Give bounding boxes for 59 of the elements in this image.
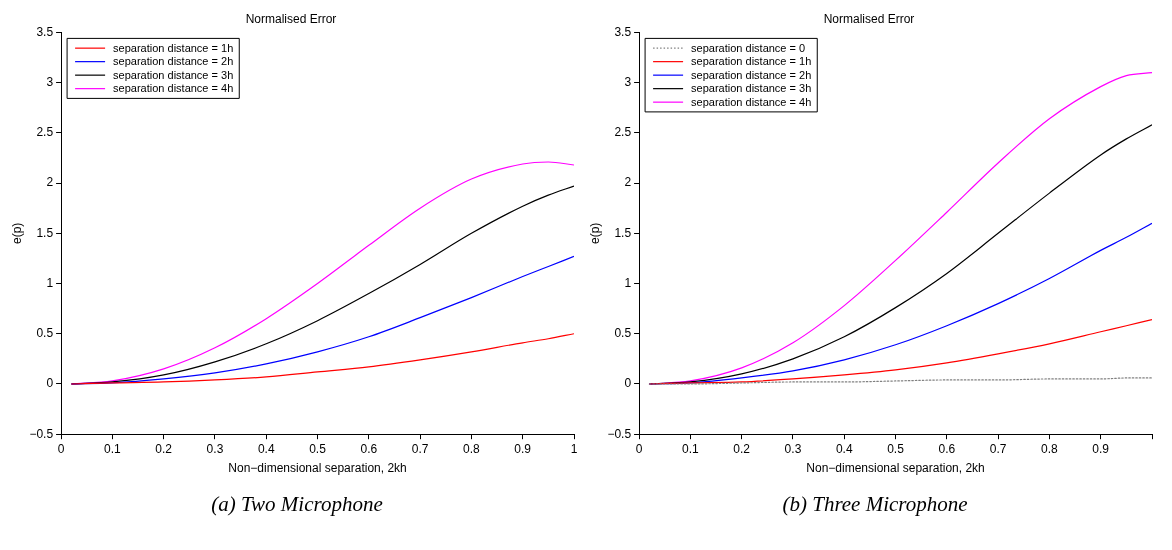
x-tick-label: 0.4 [835,441,853,456]
y-tick-label: 2.5 [614,125,632,140]
y-tick-label: 1.5 [614,225,632,240]
x-tick-label: 0.5 [309,441,327,456]
x-tick-label: 0.7 [989,441,1007,456]
x-axis-title: Non−dimensional separation, 2kh [806,461,985,476]
legend-label: separation distance = 4h [113,82,234,95]
x-tick-label: 0.5 [887,441,905,456]
line-series [70,333,574,385]
x-tick-label: 0 [635,441,643,456]
x-tick-label: 0.3 [784,441,802,456]
text: (b) Three Microphone [781,492,969,517]
x-tick-label: 0.7 [411,441,429,456]
y-axis-title: e(p) [9,222,24,244]
x-tick-label: 0.9 [514,441,532,456]
x-tick-label: 0.6 [938,441,956,456]
x-tick-label: 0.3 [206,441,224,456]
line-series [648,377,1152,385]
y-tick-label: 3 [624,74,632,89]
x-tick-label: 0.4 [257,441,275,456]
y-tick-label: 1.5 [36,225,54,240]
y-tick-label: 0 [46,376,54,391]
x-tick-label: 0.9 [1092,441,1110,456]
x-tick-label: 0 [57,441,65,456]
x-tick-label: 0.2 [733,441,751,456]
y-tick-label: 0 [624,376,632,391]
y-tick-label: 2.5 [36,125,54,140]
legend-label: separation distance = 3h [113,68,234,81]
y-tick-label: −0.5 [29,426,54,441]
text: (a) Two Microphone [210,492,384,517]
legend-label: separation distance = 0 [691,41,806,54]
y-tick-label: 3.5 [36,24,54,39]
x-tick-label: 0.8 [1041,441,1059,456]
y-tick-label: 3 [46,74,54,89]
y-tick-label: 3.5 [614,24,632,39]
y-tick-label: 1 [46,275,54,290]
x-axis-title: Non−dimensional separation, 2kh [228,461,407,476]
x-tick-label: 0.1 [682,441,700,456]
legend-label: separation distance = 2h [691,68,812,81]
legend-label: separation distance = 3h [691,82,812,95]
x-tick-label: 0.8 [463,441,481,456]
legend-label: separation distance = 4h [691,95,812,108]
y-tick-label: −0.5 [607,426,632,441]
y-tick-label: 1 [624,275,632,290]
legend-label: separation distance = 1h [113,41,234,54]
y-tick-label: 0.5 [614,326,632,341]
y-tick-label: 2 [624,175,632,190]
x-tick-label: 0.2 [155,441,173,456]
x-tick-label: 0.1 [104,441,122,456]
y-tick-label: 2 [46,175,54,190]
chart-title: Normalised Error [245,11,337,26]
legend-label: separation distance = 2h [113,55,234,68]
line-series [648,319,1152,385]
x-tick-label: 0.6 [360,441,378,456]
legend-label: separation distance = 1h [691,55,812,68]
chart-title: Normalised Error [823,11,915,26]
y-tick-label: 0.5 [36,326,54,341]
x-tick-label: 1 [570,441,578,456]
y-axis-title: e(p) [587,222,602,244]
